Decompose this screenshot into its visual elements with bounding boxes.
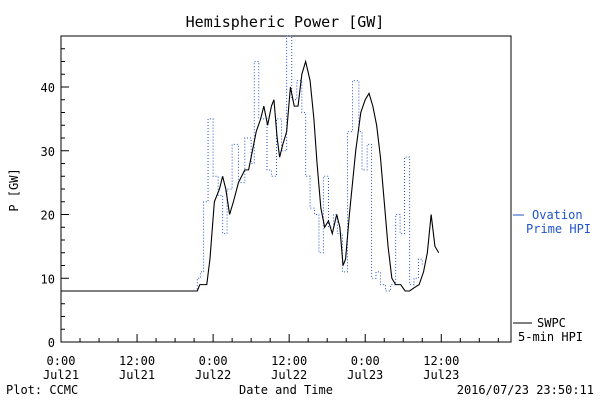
y-tick-label: 0 [48,336,55,350]
y-axis-label: P [GW] [7,168,21,211]
x-axis-label: Date and Time [239,383,333,397]
x-tick-label-time: 0:00 [199,354,228,368]
x-tick-label-date: Jul23 [423,368,459,382]
y-axis: 0 10 20 30 40 [41,35,69,350]
legend-label-ovation-line2: Prime HPI [526,222,591,236]
x-tick-label-date: Jul23 [347,368,383,382]
series-line-ovation-prime-hpi [61,35,423,292]
x-axis: 0:00Jul2112:00Jul210:00Jul2212:00Jul220:… [43,334,499,382]
legend-label-swpc-line2: 5-min HPI [518,330,583,344]
legend-label-ovation-line1: Ovation [532,208,583,222]
y-tick-label: 10 [41,272,55,286]
x-tick-label-date: Jul21 [43,368,79,382]
x-tick-label-time: 0:00 [351,354,380,368]
y-tick-label: 30 [41,145,55,159]
plot-frame [60,35,512,343]
y-tick-label: 40 [41,81,55,95]
legend-label-swpc-line1: SWPC [537,316,566,330]
x-tick-label-date: Jul22 [195,368,231,382]
y-tick-label: 20 [41,209,55,223]
x-tick-label-time: 0:00 [47,354,76,368]
x-tick-label-date: Jul21 [119,368,155,382]
footer-plot-source: Plot: CCMC [6,383,78,397]
footer-timestamp: 2016/07/23 23:50:11 [457,383,594,397]
series-line-swpc-5min-hpi [61,59,440,292]
x-tick-label-date: Jul22 [271,368,307,382]
chart-title: Hemispheric Power [GW] [186,13,385,31]
legend: Ovation Prime HPI SWPC 5-min HPI [513,208,591,344]
x-tick-label-time: 12:00 [119,354,155,368]
x-tick-label-time: 12:00 [271,354,307,368]
x-tick-label-time: 12:00 [423,354,459,368]
